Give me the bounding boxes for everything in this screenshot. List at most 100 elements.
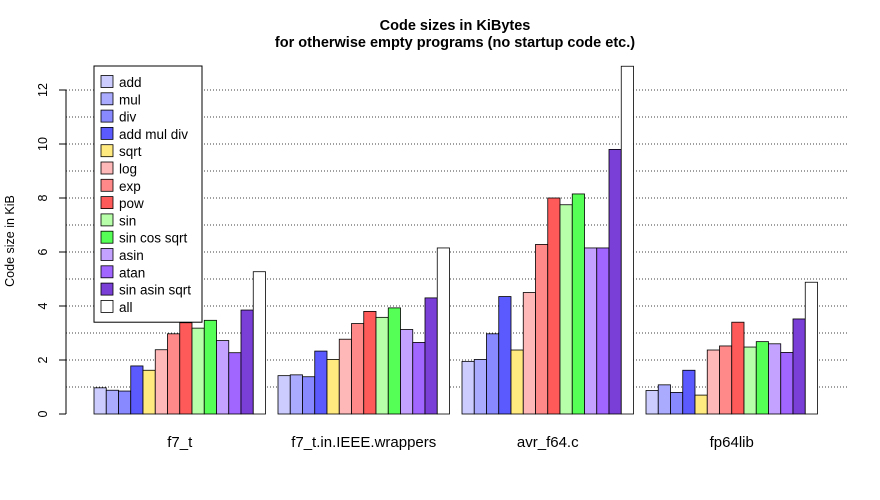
- bar: [547, 197, 561, 415]
- y-tick-label: 0: [36, 410, 50, 417]
- bar: [240, 309, 254, 415]
- bar: [326, 359, 340, 415]
- legend-label: sqrt: [119, 144, 142, 159]
- bar: [706, 349, 720, 415]
- y-tick-label: 12: [36, 83, 50, 97]
- bar: [498, 296, 512, 415]
- bar: [768, 343, 782, 415]
- category-label: f7_t: [167, 434, 193, 451]
- legend-swatch: [100, 127, 114, 140]
- legend-swatch: [100, 92, 114, 106]
- bar: [154, 349, 168, 415]
- bar: [130, 365, 144, 415]
- bar: [375, 316, 389, 415]
- bar: [118, 390, 132, 415]
- bar: [191, 327, 205, 415]
- legend-swatch: [100, 230, 114, 244]
- bar: [731, 321, 745, 415]
- legend-swatch: [100, 299, 114, 313]
- bar: [584, 247, 598, 415]
- legend-swatch: [100, 75, 114, 88]
- y-tick-label: 2: [36, 356, 50, 363]
- chart-subtitle: for otherwise empty programs (no startup…: [275, 35, 635, 51]
- legend-label: mul: [119, 92, 141, 107]
- bar: [510, 349, 524, 415]
- legend-label: asin: [119, 248, 144, 263]
- legend-label: pow: [119, 196, 144, 211]
- y-tick-label: 6: [36, 248, 50, 255]
- bar: [559, 204, 573, 415]
- bar: [179, 322, 193, 415]
- y-tick-label: 8: [36, 194, 50, 201]
- legend-label: all: [119, 300, 133, 315]
- legend-label: add: [119, 75, 142, 90]
- bar: [203, 319, 217, 415]
- bar: [228, 352, 242, 415]
- bar: [436, 247, 450, 415]
- bar: [363, 310, 377, 415]
- legend-swatch: [100, 213, 114, 227]
- legend-swatch: [100, 178, 114, 192]
- bar: [142, 369, 156, 415]
- bar: [351, 323, 365, 415]
- bar: [387, 307, 401, 415]
- bar: [338, 338, 352, 415]
- bar: [424, 297, 438, 415]
- legend-swatch: [100, 161, 114, 175]
- bar: [486, 333, 500, 415]
- legend-label: sin asin sqrt: [119, 283, 191, 298]
- bar: [167, 333, 181, 415]
- bar: [596, 247, 610, 415]
- category-label: avr_f64.c: [517, 434, 579, 451]
- legend-box: [93, 65, 203, 323]
- y-tick-label: 4: [36, 302, 50, 309]
- y-axis-label: Code size in KiB: [3, 195, 17, 287]
- y-axis: 0 2 4 6 8 10 12: [36, 83, 67, 417]
- bar: [461, 360, 475, 415]
- bar: [522, 292, 536, 415]
- bar: [473, 359, 487, 415]
- legend-label: log: [119, 162, 137, 177]
- bar: [216, 340, 230, 415]
- bar: [412, 342, 426, 415]
- y-tick-label: 10: [36, 137, 50, 151]
- bar: [302, 376, 316, 415]
- bar: [571, 193, 585, 415]
- bar: [670, 391, 684, 415]
- bar: [804, 281, 818, 415]
- category-labels: f7_t f7_t.in.IEEE.wrappers avr_f64.c fp64li…: [167, 434, 754, 451]
- bar: [289, 374, 303, 415]
- bar: [93, 387, 107, 415]
- bar: [400, 329, 414, 415]
- legend-label: atan: [119, 265, 145, 280]
- bar: [535, 244, 549, 415]
- bar: [780, 352, 794, 415]
- legend-swatch: [100, 144, 114, 158]
- bar: [645, 390, 659, 415]
- legend-label: sin: [119, 213, 136, 228]
- category-label: f7_t.in.IEEE.wrappers: [291, 434, 436, 451]
- bar: [608, 148, 622, 415]
- bar: [743, 346, 757, 415]
- category-label: fp64lib: [710, 434, 754, 451]
- bar: [719, 345, 733, 415]
- bar: [252, 271, 266, 415]
- bar: [792, 318, 806, 415]
- legend-label: add mul div: [119, 127, 188, 142]
- legend-swatch: [100, 265, 114, 279]
- bar: [682, 369, 696, 415]
- legend-swatch: [100, 196, 114, 210]
- bars: [93, 65, 818, 415]
- bar: [694, 394, 708, 415]
- chart-title: Code sizes in KiBytes: [380, 18, 531, 34]
- bar: [105, 389, 119, 415]
- legend-label: exp: [119, 179, 141, 194]
- bar: [314, 350, 328, 415]
- bar: [755, 341, 769, 415]
- legend-swatch: [100, 282, 114, 296]
- legend-label: sin cos sqrt: [119, 231, 188, 246]
- bar: [277, 375, 291, 415]
- bar: [657, 384, 671, 415]
- legend-label: div: [119, 110, 137, 125]
